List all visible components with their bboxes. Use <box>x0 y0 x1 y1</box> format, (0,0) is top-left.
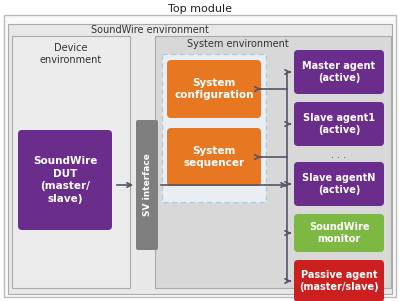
FancyBboxPatch shape <box>167 128 261 186</box>
Bar <box>12 36 130 288</box>
FancyBboxPatch shape <box>294 50 384 94</box>
Text: . . .: . . . <box>331 150 347 160</box>
Text: Master agent
(active): Master agent (active) <box>302 61 376 83</box>
Bar <box>162 54 266 202</box>
FancyBboxPatch shape <box>294 102 384 146</box>
FancyBboxPatch shape <box>136 120 158 250</box>
FancyBboxPatch shape <box>294 162 384 206</box>
Bar <box>155 36 391 288</box>
Bar <box>8 24 392 294</box>
Text: System
sequencer: System sequencer <box>184 146 244 168</box>
Text: SoundWire
DUT
(master/
slave): SoundWire DUT (master/ slave) <box>33 157 97 203</box>
Text: Device
environment: Device environment <box>40 43 102 65</box>
Text: Slave agentN
(active): Slave agentN (active) <box>302 173 376 195</box>
Text: System environment: System environment <box>187 39 289 49</box>
Text: SoundWire
monitor: SoundWire monitor <box>309 222 369 244</box>
Text: Slave agent1
(active): Slave agent1 (active) <box>303 113 375 135</box>
Text: System
configuration: System configuration <box>174 78 254 100</box>
Text: Top module: Top module <box>168 4 232 14</box>
Text: SoundWire environment: SoundWire environment <box>91 25 209 35</box>
FancyBboxPatch shape <box>294 214 384 252</box>
FancyBboxPatch shape <box>294 260 384 301</box>
FancyBboxPatch shape <box>18 130 112 230</box>
FancyBboxPatch shape <box>167 60 261 118</box>
Text: Passive agent
(master/slave): Passive agent (master/slave) <box>299 270 379 292</box>
Text: SV interface: SV interface <box>142 154 152 216</box>
